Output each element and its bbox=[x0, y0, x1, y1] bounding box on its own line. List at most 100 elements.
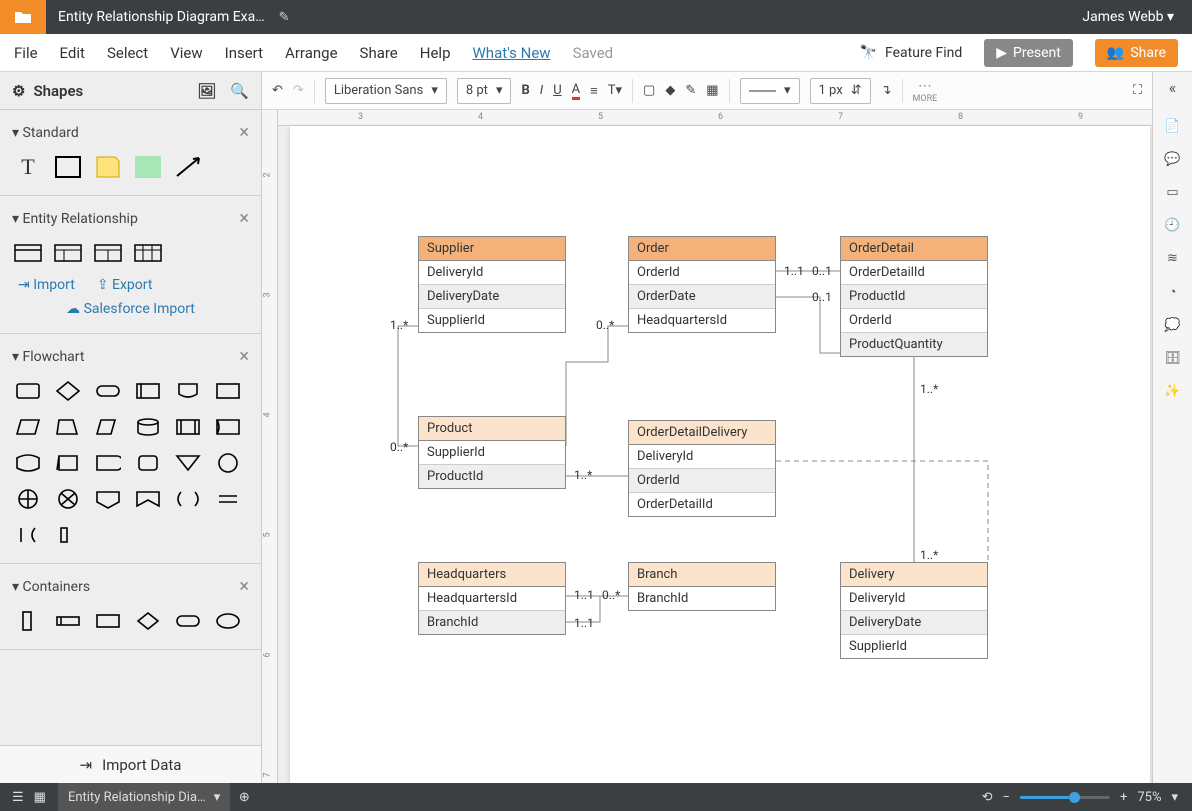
section-er[interactable]: Entity Relationship bbox=[23, 211, 138, 227]
flowchart-shape[interactable] bbox=[54, 451, 82, 475]
flowchart-shape[interactable] bbox=[214, 415, 242, 439]
salesforce-link[interactable]: ☁ Salesforce Import bbox=[66, 301, 195, 317]
entity-delivery[interactable]: DeliveryDeliveryIdDeliveryDateSupplierId bbox=[840, 562, 988, 659]
menu-share[interactable]: Share bbox=[360, 44, 398, 62]
note-shape[interactable] bbox=[94, 155, 122, 179]
flowchart-shape[interactable] bbox=[54, 487, 82, 511]
menu-whats-new[interactable]: What's New bbox=[473, 44, 551, 62]
doc-icon[interactable]: 📄 bbox=[1164, 119, 1180, 134]
lineopts-icon[interactable]: ↴ bbox=[881, 83, 892, 98]
folder-icon[interactable] bbox=[0, 0, 46, 34]
close-icon[interactable]: × bbox=[239, 122, 249, 143]
container-shape[interactable] bbox=[134, 609, 162, 633]
doc-title[interactable]: Entity Relationship Diagram Exa… bbox=[46, 9, 277, 25]
add-page-button[interactable]: ⊕ bbox=[230, 790, 258, 805]
feature-find[interactable]: 🔭 Feature Find bbox=[860, 45, 963, 61]
menu-file[interactable]: File bbox=[14, 44, 38, 62]
flowchart-shape[interactable] bbox=[174, 379, 202, 403]
close-icon[interactable]: × bbox=[239, 576, 249, 597]
entity-order[interactable]: OrderOrderIdOrderDateHeadquartersId bbox=[628, 236, 776, 333]
textopts-icon[interactable]: T▾ bbox=[608, 83, 622, 98]
entity-hq[interactable]: HeadquartersHeadquartersIdBranchId bbox=[418, 562, 566, 635]
block-shape[interactable] bbox=[134, 155, 162, 179]
flowchart-shape[interactable] bbox=[94, 415, 122, 439]
flowchart-shape[interactable] bbox=[94, 379, 122, 403]
flowchart-shape[interactable] bbox=[134, 451, 162, 475]
flowchart-shape[interactable] bbox=[174, 487, 202, 511]
entity-orderdetail[interactable]: OrderDetailOrderDetailIdProductIdOrderId… bbox=[840, 236, 988, 357]
menu-insert[interactable]: Insert bbox=[225, 44, 263, 62]
zoom-out-icon[interactable]: − bbox=[1003, 790, 1010, 805]
export-link[interactable]: ⇪ Export bbox=[97, 277, 153, 293]
gear-icon[interactable]: ⚙ bbox=[12, 82, 25, 100]
container-shape[interactable] bbox=[14, 609, 42, 633]
present-icon[interactable]: ▭ bbox=[1166, 185, 1178, 200]
import-link[interactable]: ⇥ Import bbox=[18, 277, 75, 293]
chat-icon[interactable]: 💭 bbox=[1164, 318, 1180, 333]
container-shape[interactable] bbox=[214, 609, 242, 633]
flowchart-shape[interactable] bbox=[134, 415, 162, 439]
linewidth-select[interactable]: 1 px ⇵ bbox=[810, 78, 871, 104]
canvas[interactable]: 3456789 234567 SupplierDeliveryIdDeliver… bbox=[262, 110, 1152, 783]
grid-icon[interactable]: ▦ bbox=[34, 790, 46, 805]
entity-product[interactable]: ProductSupplierIdProductId bbox=[418, 416, 566, 489]
close-icon[interactable]: × bbox=[239, 346, 249, 367]
flowchart-shape[interactable] bbox=[54, 415, 82, 439]
fill-icon[interactable]: ◆ bbox=[665, 83, 675, 98]
zoom-level[interactable]: 75% bbox=[1137, 790, 1161, 805]
shape-icon[interactable]: ▢ bbox=[643, 83, 655, 98]
more-button[interactable]: ⋯MORE bbox=[913, 78, 938, 104]
flowchart-shape[interactable] bbox=[94, 487, 122, 511]
zoom-in-icon[interactable]: + bbox=[1120, 790, 1127, 805]
flowchart-shape[interactable] bbox=[174, 415, 202, 439]
collapse-icon[interactable]: « bbox=[1169, 78, 1177, 97]
font-select[interactable]: Liberation Sans ▾ bbox=[325, 78, 447, 104]
import-data-button[interactable]: ⇥ Import Data bbox=[0, 745, 261, 783]
entity-branch[interactable]: BranchBranchId bbox=[628, 562, 776, 611]
section-standard[interactable]: Standard bbox=[23, 125, 79, 141]
data-icon[interactable]: ◔ bbox=[1169, 284, 1177, 300]
entity-supplier[interactable]: SupplierDeliveryIdDeliveryDateSupplierId bbox=[418, 236, 566, 333]
flowchart-shape[interactable] bbox=[174, 451, 202, 475]
textcolor-icon[interactable]: A bbox=[572, 82, 580, 100]
zoom-slider[interactable] bbox=[1020, 796, 1110, 799]
redo-icon[interactable]: ↷ bbox=[293, 83, 304, 98]
underline-icon[interactable]: U bbox=[553, 83, 561, 98]
container-shape[interactable] bbox=[174, 609, 202, 633]
rect-shape[interactable] bbox=[54, 155, 82, 179]
flowchart-shape[interactable] bbox=[94, 451, 122, 475]
flowchart-shape[interactable] bbox=[14, 415, 42, 439]
flowchart-shape[interactable] bbox=[134, 487, 162, 511]
menu-help[interactable]: Help bbox=[420, 44, 451, 62]
section-containers[interactable]: Containers bbox=[23, 579, 91, 595]
db-icon[interactable]: 🗄 bbox=[1164, 351, 1181, 366]
flowchart-shape[interactable] bbox=[214, 451, 242, 475]
stroke-icon[interactable]: ✎ bbox=[685, 83, 696, 98]
menu-select[interactable]: Select bbox=[107, 44, 148, 62]
er-shape-3[interactable] bbox=[94, 241, 122, 265]
user-menu[interactable]: James Webb ▾ bbox=[1064, 9, 1192, 25]
fontsize-select[interactable]: 8 pt ▾ bbox=[457, 78, 512, 104]
undo-icon[interactable]: ↶ bbox=[272, 83, 283, 98]
flowchart-shape[interactable] bbox=[14, 379, 42, 403]
container-shape[interactable] bbox=[94, 609, 122, 633]
history-icon[interactable]: 🕘 bbox=[1164, 218, 1180, 233]
er-shape-1[interactable] bbox=[14, 241, 42, 265]
search-icon[interactable]: 🔍 bbox=[230, 82, 249, 100]
er-shape-2[interactable] bbox=[54, 241, 82, 265]
menu-edit[interactable]: Edit bbox=[60, 44, 85, 62]
comment-icon[interactable]: 💬 bbox=[1164, 152, 1180, 167]
flowchart-shape[interactable] bbox=[14, 487, 42, 511]
diagram-page[interactable]: SupplierDeliveryIdDeliveryDateSupplierId… bbox=[290, 126, 1150, 783]
er-shape-4[interactable] bbox=[134, 241, 162, 265]
outline-icon[interactable]: ☰ bbox=[12, 790, 24, 805]
align-icon[interactable]: ≡ bbox=[590, 83, 598, 99]
menu-arrange[interactable]: Arrange bbox=[285, 44, 337, 62]
section-flowchart[interactable]: Flowchart bbox=[23, 349, 85, 365]
menu-view[interactable]: View bbox=[170, 44, 202, 62]
arrow-shape[interactable] bbox=[174, 155, 202, 179]
shapeopts-icon[interactable]: ▦ bbox=[706, 83, 718, 98]
present-button[interactable]: ▶ Present bbox=[984, 39, 1073, 67]
flowchart-shape[interactable] bbox=[214, 379, 242, 403]
flowchart-shape[interactable] bbox=[14, 523, 42, 547]
